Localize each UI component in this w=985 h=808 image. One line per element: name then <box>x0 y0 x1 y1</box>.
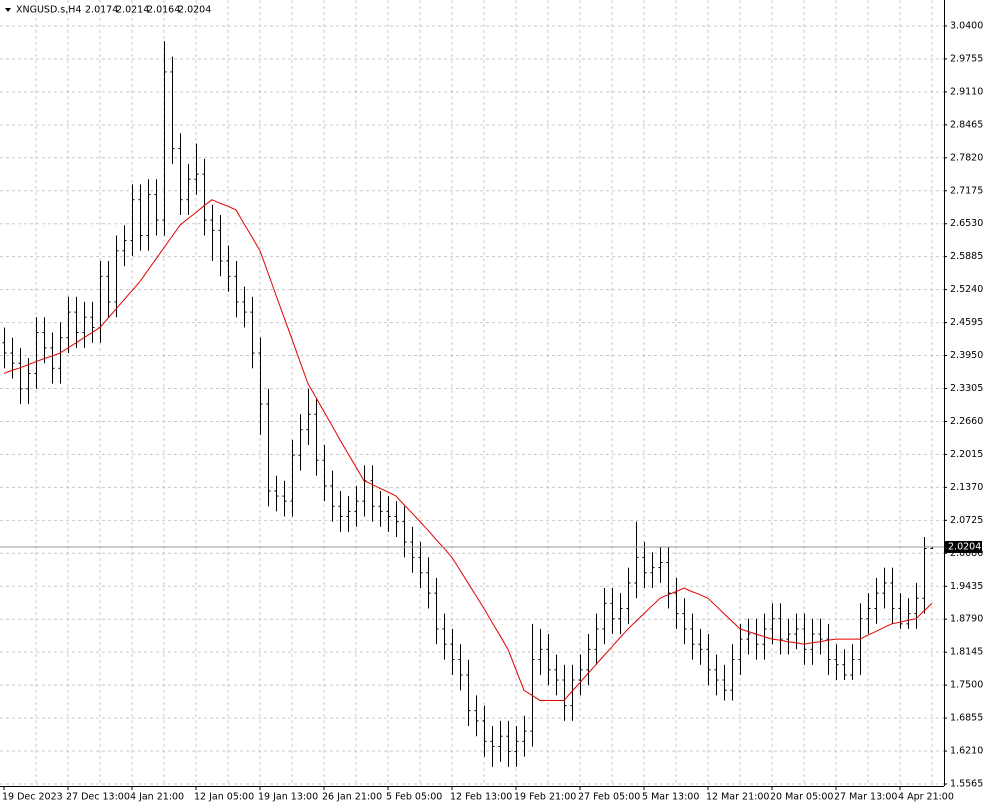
chart-title: XNGUSD.s,H4 <box>16 5 81 16</box>
header-close: 2.0204 <box>178 5 211 16</box>
y-tick-label: 2.9755 <box>950 53 983 64</box>
y-tick-label: 2.0080 <box>950 548 983 559</box>
x-tick-label: 12 Jan 05:00 <box>194 792 254 803</box>
y-tick-label: 2.2015 <box>950 449 983 460</box>
x-tick-label: 27 Dec 13:00 <box>66 792 130 803</box>
y-tick-label: 2.1370 <box>950 482 983 493</box>
x-tick-label: 19 Dec 2023 <box>2 792 63 803</box>
header-low: 2.0164 <box>147 5 180 16</box>
y-tick-label: 1.8790 <box>950 614 983 625</box>
y-tick-label: 2.4595 <box>950 317 983 328</box>
price-label-box <box>945 540 982 553</box>
y-tick-label: 3.0400 <box>950 20 983 31</box>
y-tick-label: 1.6210 <box>950 746 983 757</box>
y-tick-label: 2.3950 <box>950 350 983 361</box>
menu-icon[interactable] <box>5 8 11 12</box>
y-tick-label: 1.8145 <box>950 647 983 658</box>
marks <box>0 41 944 767</box>
y-tick-label: 1.7500 <box>950 680 983 691</box>
y-tick-label: 2.9110 <box>950 86 983 97</box>
x-tick-label: 5 Feb 05:00 <box>386 792 442 803</box>
x-tick-label: 19 Feb 21:00 <box>514 792 576 803</box>
x-tick-label: 27 Feb 05:00 <box>578 792 640 803</box>
x-tick-label: 4 Jan 21:00 <box>130 792 184 803</box>
y-tick-label: 1.5565 <box>950 779 983 790</box>
y-tick-label: 1.6855 <box>950 713 983 724</box>
x-tick-label: 26 Jan 21:00 <box>322 792 382 803</box>
y-tick-label: 2.2660 <box>950 416 983 427</box>
x-tick-label: 20 Mar 05:00 <box>770 792 833 803</box>
price-label: 2.0204 <box>948 541 981 552</box>
y-tick-label: 2.6530 <box>950 218 983 229</box>
y-tick-label: 2.5885 <box>950 251 983 262</box>
moving-average <box>3 199 933 701</box>
y-tick-label: 2.3305 <box>950 383 983 394</box>
x-tick-label: 5 Mar 13:00 <box>642 792 699 803</box>
y-tick-label: 2.7820 <box>950 152 983 163</box>
y-tick-label: 2.8465 <box>950 119 983 130</box>
y-tick-label: 2.5240 <box>950 284 983 295</box>
x-tick-label: 12 Mar 21:00 <box>706 792 769 803</box>
x-tick-label: 4 Apr 21:00 <box>898 792 954 803</box>
header-high: 2.0214 <box>116 5 149 16</box>
x-tick-label: 19 Jan 13:00 <box>258 792 318 803</box>
y-tick-label: 2.7175 <box>950 185 983 196</box>
y-tick-label: 2.0725 <box>950 515 983 526</box>
x-tick-label: 27 Mar 13:00 <box>834 792 897 803</box>
y-tick-label: 1.9435 <box>950 581 983 592</box>
x-tick-label: 12 Feb 13:00 <box>450 792 512 803</box>
header-open: 2.0174 <box>85 5 118 16</box>
grid <box>0 0 944 786</box>
